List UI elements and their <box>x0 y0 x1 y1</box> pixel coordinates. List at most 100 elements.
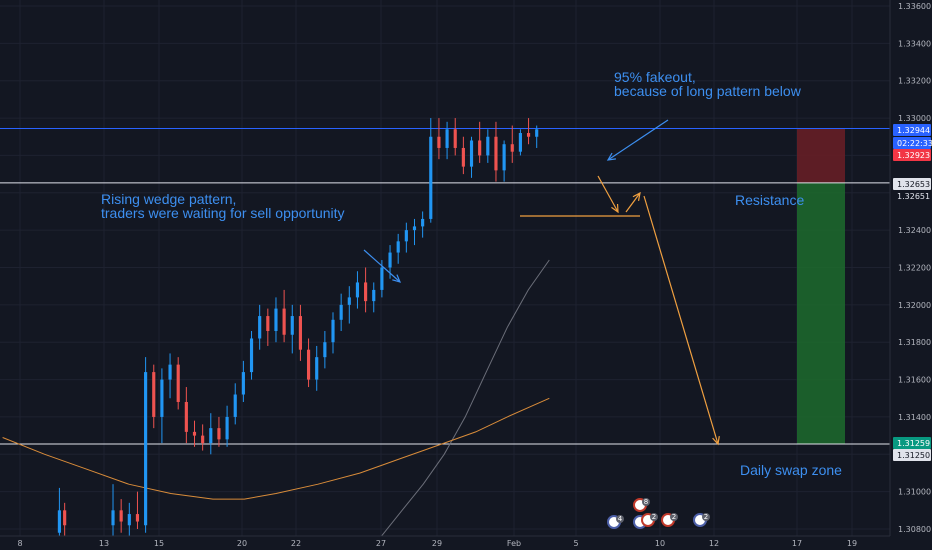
candle-body <box>57 510 61 533</box>
y-tick-label: 1.31400 <box>898 413 931 422</box>
candle-body <box>144 372 148 526</box>
candle-body <box>168 364 172 380</box>
candle-body <box>184 401 188 432</box>
x-tick-label: 29 <box>432 539 442 548</box>
candle-body <box>535 129 539 137</box>
moving-averages <box>2 259 550 537</box>
stop-loss-zone <box>797 128 845 183</box>
candle-body <box>192 431 197 436</box>
horizontal-lines <box>0 128 890 445</box>
event-count: 4 <box>618 515 623 523</box>
y-tick-label: 1.32400 <box>898 226 931 235</box>
current-price-tag-bg <box>893 124 931 136</box>
resistance-tag-a: 1.32653 <box>897 180 930 189</box>
y-tick-label: 1.30800 <box>898 525 931 534</box>
event-count: 2 <box>672 513 676 521</box>
candle-body <box>331 319 335 343</box>
countdown-tag-bg <box>893 137 931 149</box>
candle-body <box>355 282 360 298</box>
candle-body <box>209 428 213 444</box>
fakeout-arrow-head <box>606 152 617 161</box>
projection-arrow-1-head <box>611 203 619 214</box>
candle-body <box>412 226 417 231</box>
candle-body <box>494 136 498 171</box>
event-count: 8 <box>644 498 648 506</box>
price-tags: 1.32944 02:22:33 1.32923 1.32653 1.32651 1.31… <box>893 124 932 461</box>
y-tick-label: 1.32200 <box>898 264 931 273</box>
y-tick-label: 1.31000 <box>898 488 931 497</box>
event-count: 2 <box>652 513 656 521</box>
candle-body <box>461 147 465 167</box>
x-tick-label: 13 <box>99 539 109 548</box>
moving-average-line <box>380 259 550 537</box>
y-tick-label: 1.31600 <box>898 376 931 385</box>
take-profit-zone <box>797 182 845 445</box>
fakeout-note-line1: 95% fakeout, <box>614 69 696 85</box>
candle-body <box>526 133 531 137</box>
event-count: 2 <box>704 513 708 521</box>
x-tick-label: 15 <box>154 539 164 548</box>
candle-body <box>510 144 514 152</box>
projection-arrow-3 <box>643 195 719 445</box>
candle-body <box>404 230 408 242</box>
y-tick-label: 1.33200 <box>898 77 931 86</box>
x-tick-label: 20 <box>237 539 247 548</box>
swap-zone-label: Daily swap zone <box>740 462 842 478</box>
candle-body <box>290 316 294 335</box>
candle-body <box>298 316 302 350</box>
wedge-note-line2: traders were waiting for sell opportunit… <box>101 205 345 221</box>
swap-tag-a: 1.31259 <box>897 439 930 448</box>
resistance-label: Resistance <box>735 192 804 208</box>
x-tick-label: 5 <box>573 539 578 548</box>
event-count-badge <box>670 513 678 521</box>
y-tick-label: 1.33600 <box>898 2 931 11</box>
candle-body <box>380 267 384 290</box>
candle-body <box>437 136 441 148</box>
candle-body <box>201 435 205 444</box>
swap-tag-b: 1.31250 <box>897 451 930 460</box>
candle-body <box>233 394 237 417</box>
event-count-badge <box>702 513 710 521</box>
projection-arrow-2 <box>625 192 641 213</box>
chart-grid <box>0 0 890 536</box>
y-tick-label: 1.31800 <box>898 338 931 347</box>
x-tick-label: 27 <box>376 539 386 548</box>
y-tick-label: 1.33400 <box>898 39 931 48</box>
candles <box>57 118 539 548</box>
countdown-tag: 02:22:33 <box>897 139 932 148</box>
position-zones <box>797 128 845 445</box>
x-tick-label: 8 <box>17 539 22 548</box>
candle-body <box>421 218 425 227</box>
candle-body <box>63 510 67 526</box>
x-tick-label: 12 <box>709 539 719 548</box>
x-tick-label: 22 <box>291 539 301 548</box>
resistance-tag-b-bg <box>893 190 931 202</box>
time-axis-bg <box>0 536 932 550</box>
resistance-tag-b: 1.32651 <box>897 192 930 201</box>
swap-tag-b-bg <box>893 449 931 461</box>
candle-body <box>396 241 400 253</box>
candle-body <box>152 372 156 417</box>
swap-tag-a-bg <box>893 437 931 449</box>
candle-body <box>388 252 392 268</box>
event-badges: 432228 <box>607 498 710 529</box>
candle-body <box>225 416 229 440</box>
candle-body <box>282 308 286 335</box>
candle-body <box>347 297 351 305</box>
candle-body <box>266 316 270 332</box>
time-axis[interactable]: 8 13 15 20 22 27 29 Feb 5 10 12 17 19 <box>17 539 857 548</box>
projection-arrow-1 <box>597 175 619 213</box>
x-tick-label: 10 <box>655 539 665 548</box>
candle-body <box>445 129 449 148</box>
candle-body <box>258 316 262 339</box>
wedge-arrow-head <box>392 274 402 283</box>
candle-body <box>323 342 327 358</box>
event-count-badge <box>642 498 650 506</box>
resistance-tag-a-bg <box>893 178 931 190</box>
x-tick-label: 17 <box>792 539 802 548</box>
candle-body <box>478 140 482 156</box>
candle-body <box>364 282 368 302</box>
wedge-note-line1: Rising wedge pattern, <box>101 191 236 207</box>
candle-body <box>127 514 131 526</box>
